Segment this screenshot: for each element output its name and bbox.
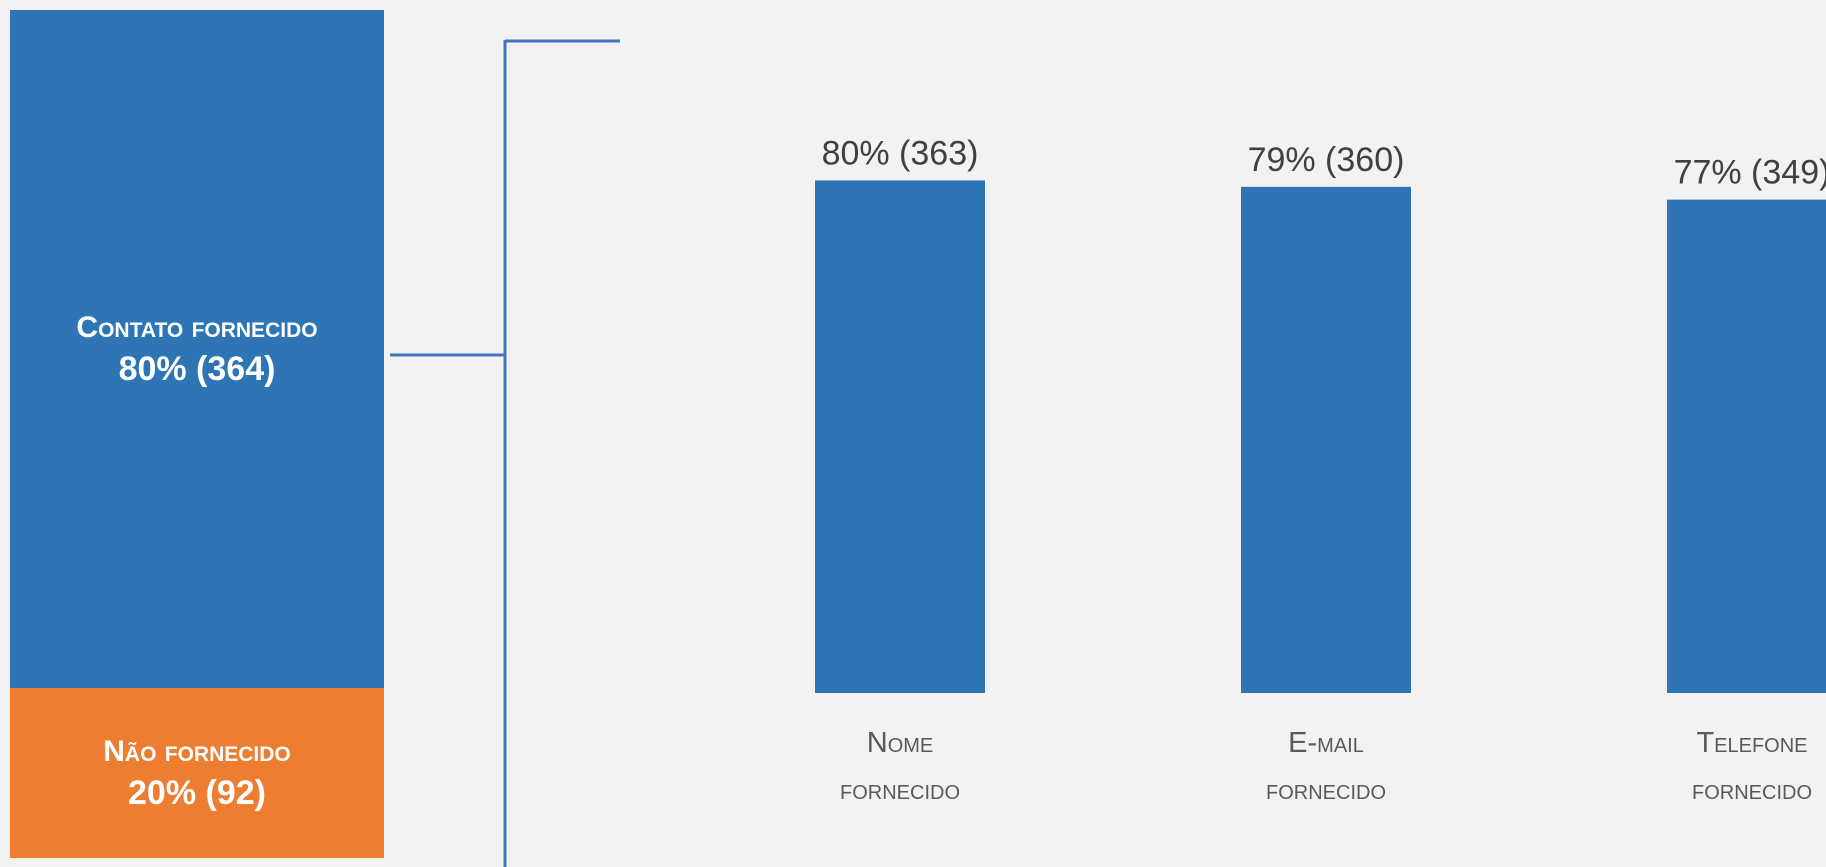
segment-contato-fornecido: Contato fornecido 80% (364) [10,10,384,689]
bar-value-label-3: 77% (349) [1674,154,1826,192]
segment-nao-fornecido: Não fornecido 20% (92) [10,688,384,858]
bar-2 [1241,186,1411,694]
category-label-2: E-mail fornecido [1266,727,1386,806]
bar-value-label-2: 79% (360) [1248,141,1405,179]
category-label-1: Nome fornecido [840,727,960,806]
stacked-bar: Contato fornecido 80% (364) Não fornecid… [10,10,384,858]
segment-value-nao-fornecido: 20% (92) [128,773,266,812]
segment-label-contato-fornecido: Contato fornecido [76,310,318,344]
segment-value-contato-fornecido: 80% (364) [118,349,276,388]
bar-3 [1667,199,1826,693]
segment-label-nao-fornecido: Não fornecido [103,734,291,768]
bar-1 [815,180,985,693]
bar-value-label-1: 80% (363) [822,134,979,172]
category-label-3: Telefone fornecido [1692,727,1812,806]
